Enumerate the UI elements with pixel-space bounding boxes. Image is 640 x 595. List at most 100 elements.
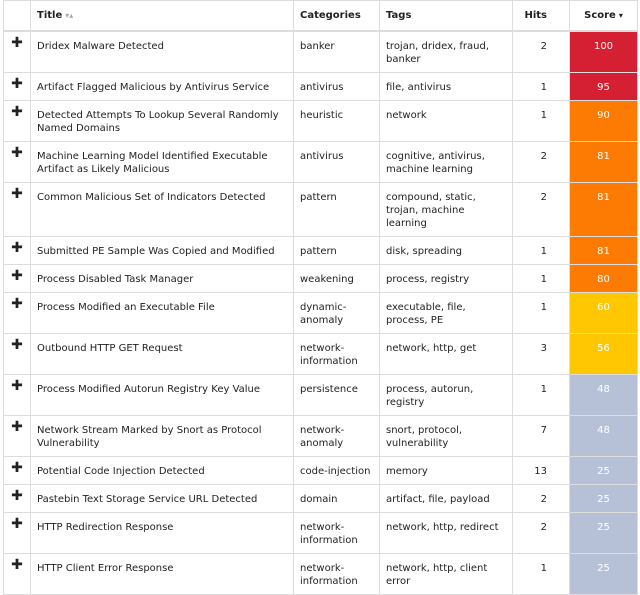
expand-icon[interactable]: ✚ xyxy=(11,556,23,573)
tags-cell: cognitive, antivirus, machine learning xyxy=(379,141,513,183)
row-title: Process Disabled Task Manager xyxy=(37,273,194,285)
table-row: ✚ HTTP Redirection Response network-inform… xyxy=(3,512,638,554)
title-cell: Process Modified Autorun Registry Key Va… xyxy=(30,374,294,416)
expand-icon[interactable]: ✚ xyxy=(11,515,23,532)
expand-icon[interactable]: ✚ xyxy=(11,239,23,256)
row-score: 25 xyxy=(597,521,610,533)
title-cell: Common Malicious Set of Indicators Detec… xyxy=(30,182,294,237)
row-tags: process, autorun, registry xyxy=(386,383,474,408)
row-categories: network-information xyxy=(300,342,358,367)
sort-icon: ▾▴ xyxy=(65,10,74,20)
table-row: ✚ Detected Attempts To Lookup Several Ran… xyxy=(3,100,638,142)
expand-cell[interactable]: ✚ xyxy=(3,182,31,237)
row-hits: 2 xyxy=(540,521,547,533)
row-title: Network Stream Marked by Snort as Protoc… xyxy=(37,424,262,449)
expand-cell[interactable]: ✚ xyxy=(3,292,31,334)
title-cell: Process Modified an Executable File xyxy=(30,292,294,334)
row-hits: 7 xyxy=(540,424,547,436)
expand-icon[interactable]: ✚ xyxy=(11,377,23,394)
title-cell: Network Stream Marked by Snort as Protoc… xyxy=(30,415,294,457)
categories-cell: antivirus xyxy=(293,141,380,183)
categories-column-header[interactable]: Categories xyxy=(293,0,380,32)
expand-cell[interactable]: ✚ xyxy=(3,30,31,73)
expand-column-header xyxy=(3,0,31,32)
categories-cell: heuristic xyxy=(293,100,380,142)
tags-column-header[interactable]: Tags xyxy=(379,0,513,32)
score-column-header[interactable]: Score ▾ xyxy=(569,0,638,32)
expand-cell[interactable]: ✚ xyxy=(3,264,31,293)
row-title: Pastebin Text Storage Service URL Detect… xyxy=(37,493,258,505)
row-hits: 3 xyxy=(540,342,547,354)
categories-cell: antivirus xyxy=(293,72,380,101)
hits-cell: 3 xyxy=(512,333,570,375)
row-title: Submitted PE Sample Was Copied and Modif… xyxy=(37,245,275,257)
categories-cell: pattern xyxy=(293,236,380,265)
expand-cell[interactable]: ✚ xyxy=(3,141,31,183)
expand-cell[interactable]: ✚ xyxy=(3,100,31,142)
table-row: ✚ Process Disabled Task Manager weakening p… xyxy=(3,264,638,293)
hits-cell: 1 xyxy=(512,72,570,101)
expand-icon[interactable]: ✚ xyxy=(11,34,23,51)
expand-icon[interactable]: ✚ xyxy=(11,75,23,92)
expand-cell[interactable]: ✚ xyxy=(3,333,31,375)
expand-icon[interactable]: ✚ xyxy=(11,185,23,202)
row-tags: cognitive, antivirus, machine learning xyxy=(386,150,485,175)
row-hits: 2 xyxy=(540,40,547,52)
score-cell: 95 xyxy=(569,72,638,101)
table-row: ✚ Potential Code Injection Detected code-i… xyxy=(3,456,638,485)
row-score: 81 xyxy=(597,191,610,203)
row-title: Process Modified Autorun Registry Key Va… xyxy=(37,383,261,395)
expand-icon[interactable]: ✚ xyxy=(11,103,23,120)
score-cell: 25 xyxy=(569,484,638,513)
row-hits: 1 xyxy=(540,562,547,574)
expand-cell[interactable]: ✚ xyxy=(3,553,31,595)
title-column-header[interactable]: Title ▾▴ xyxy=(30,0,294,32)
row-categories: network-anomaly xyxy=(300,424,345,449)
row-categories: weakening xyxy=(300,273,354,285)
row-score: 25 xyxy=(597,562,610,574)
hits-header-label: Hits xyxy=(524,9,547,21)
row-score: 95 xyxy=(597,81,610,93)
expand-icon[interactable]: ✚ xyxy=(11,295,23,312)
row-score: 81 xyxy=(597,245,610,257)
expand-cell[interactable]: ✚ xyxy=(3,512,31,554)
categories-cell: network-anomaly xyxy=(293,415,380,457)
row-title: Common Malicious Set of Indicators Detec… xyxy=(37,191,266,203)
table-row: ✚ Pastebin Text Storage Service URL Detec… xyxy=(3,484,638,513)
row-tags: network xyxy=(386,109,427,121)
title-cell: Dridex Malware Detected xyxy=(30,30,294,73)
hits-column-header[interactable]: Hits xyxy=(512,0,570,32)
expand-cell[interactable]: ✚ xyxy=(3,72,31,101)
row-tags: snort, protocol, vulnerability xyxy=(386,424,463,449)
table-row: ✚ Common Malicious Set of Indicators Dete… xyxy=(3,182,638,237)
expand-icon[interactable]: ✚ xyxy=(11,418,23,435)
tags-cell: disk, spreading xyxy=(379,236,513,265)
categories-cell: weakening xyxy=(293,264,380,293)
tags-header-label: Tags xyxy=(386,9,412,21)
row-title: Potential Code Injection Detected xyxy=(37,465,205,477)
row-categories: pattern xyxy=(300,245,337,257)
row-categories: dynamic-anomaly xyxy=(300,301,347,326)
expand-icon[interactable]: ✚ xyxy=(11,267,23,284)
expand-icon[interactable]: ✚ xyxy=(11,487,23,504)
score-cell: 81 xyxy=(569,141,638,183)
expand-cell[interactable]: ✚ xyxy=(3,236,31,265)
tags-cell: memory xyxy=(379,456,513,485)
expand-icon[interactable]: ✚ xyxy=(11,144,23,161)
expand-icon[interactable]: ✚ xyxy=(11,459,23,476)
sort-desc-icon: ▾ xyxy=(618,10,623,20)
expand-cell[interactable]: ✚ xyxy=(3,374,31,416)
row-score: 100 xyxy=(593,40,614,52)
expand-cell[interactable]: ✚ xyxy=(3,415,31,457)
expand-icon[interactable]: ✚ xyxy=(11,336,23,353)
row-categories: banker xyxy=(300,40,335,52)
hits-cell: 13 xyxy=(512,456,570,485)
row-tags: network, http, get xyxy=(386,342,477,354)
categories-cell: code-injection xyxy=(293,456,380,485)
expand-cell[interactable]: ✚ xyxy=(3,484,31,513)
score-cell: 48 xyxy=(569,415,638,457)
row-categories: antivirus xyxy=(300,81,344,93)
title-cell: Detected Attempts To Lookup Several Rand… xyxy=(30,100,294,142)
table-row: ✚ HTTP Client Error Response network-infor… xyxy=(3,553,638,595)
expand-cell[interactable]: ✚ xyxy=(3,456,31,485)
